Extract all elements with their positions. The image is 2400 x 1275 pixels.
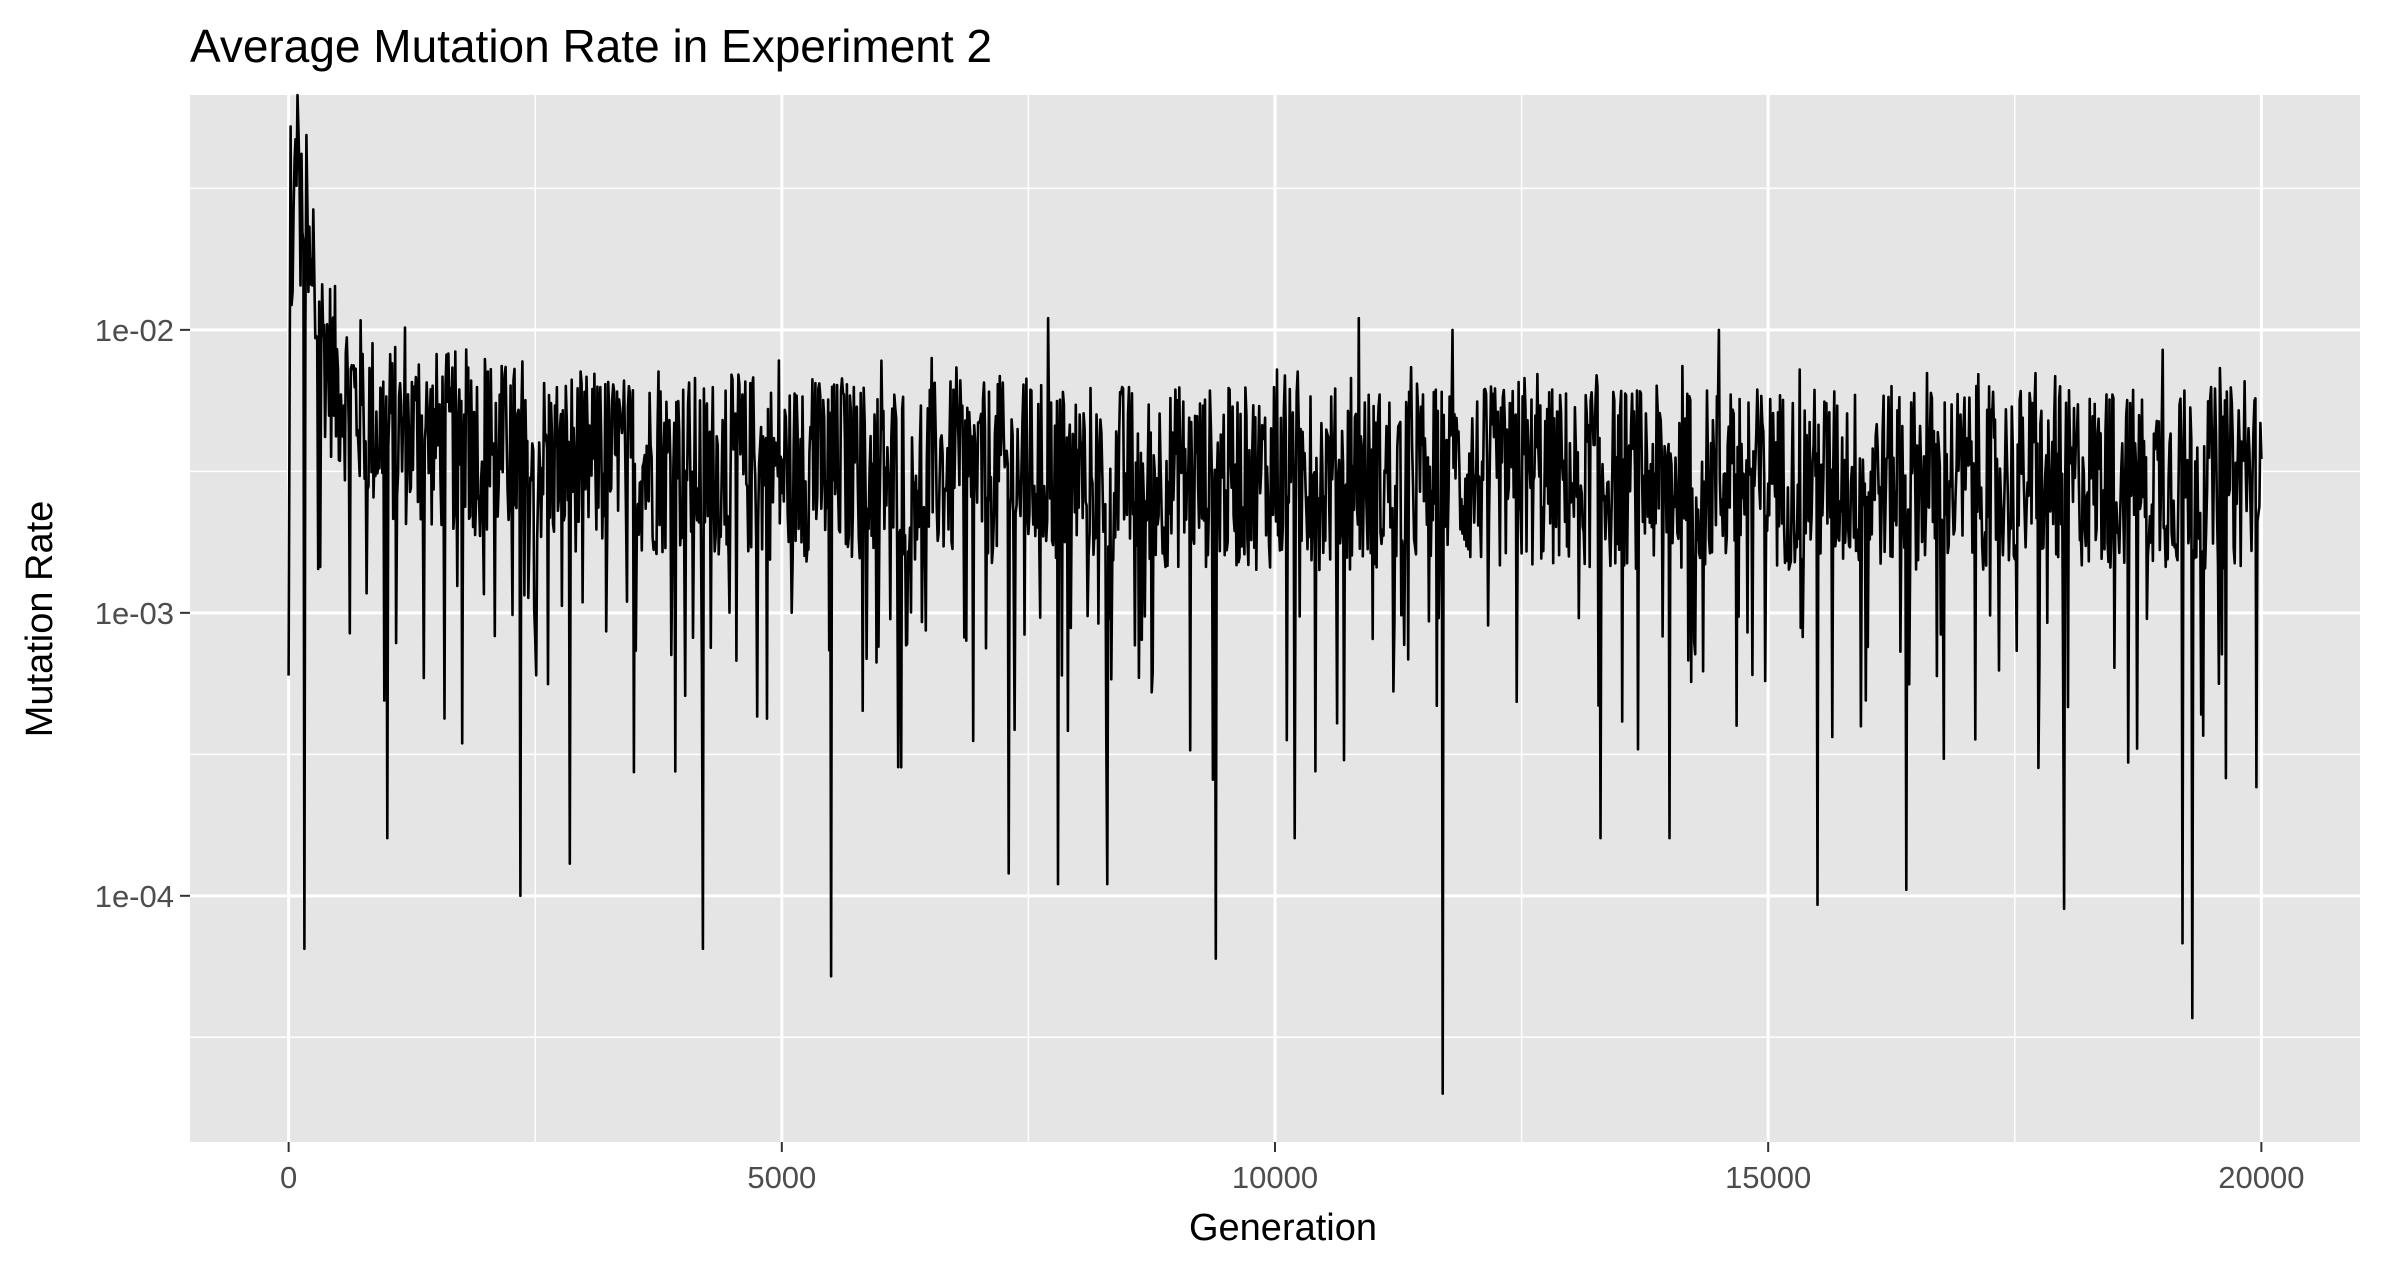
mutation-rate-line (287, 93, 2263, 1095)
y-tick-label: 1e-03 (95, 596, 174, 631)
x-tick-label: 15000 (1725, 1160, 1811, 1195)
series-layer (287, 93, 2263, 1095)
chart-title: Average Mutation Rate in Experiment 2 (190, 20, 992, 72)
x-tick-label: 5000 (747, 1160, 816, 1195)
major-gridlines (190, 95, 2360, 1142)
x-tick-label: 0 (280, 1160, 297, 1195)
x-tick-label: 20000 (2218, 1160, 2304, 1195)
y-tick-label: 1e-02 (95, 313, 174, 348)
x-axis-title: Generation (1189, 1207, 1377, 1249)
axis-ticks: 0 5000 10000 15000 20000 1e-04 1e-03 1e-02 (95, 313, 2305, 1195)
y-axis-title: Mutation Rate (19, 501, 61, 738)
y-tick-label: 1e-04 (95, 879, 174, 914)
x-tick-label: 10000 (1232, 1160, 1318, 1195)
